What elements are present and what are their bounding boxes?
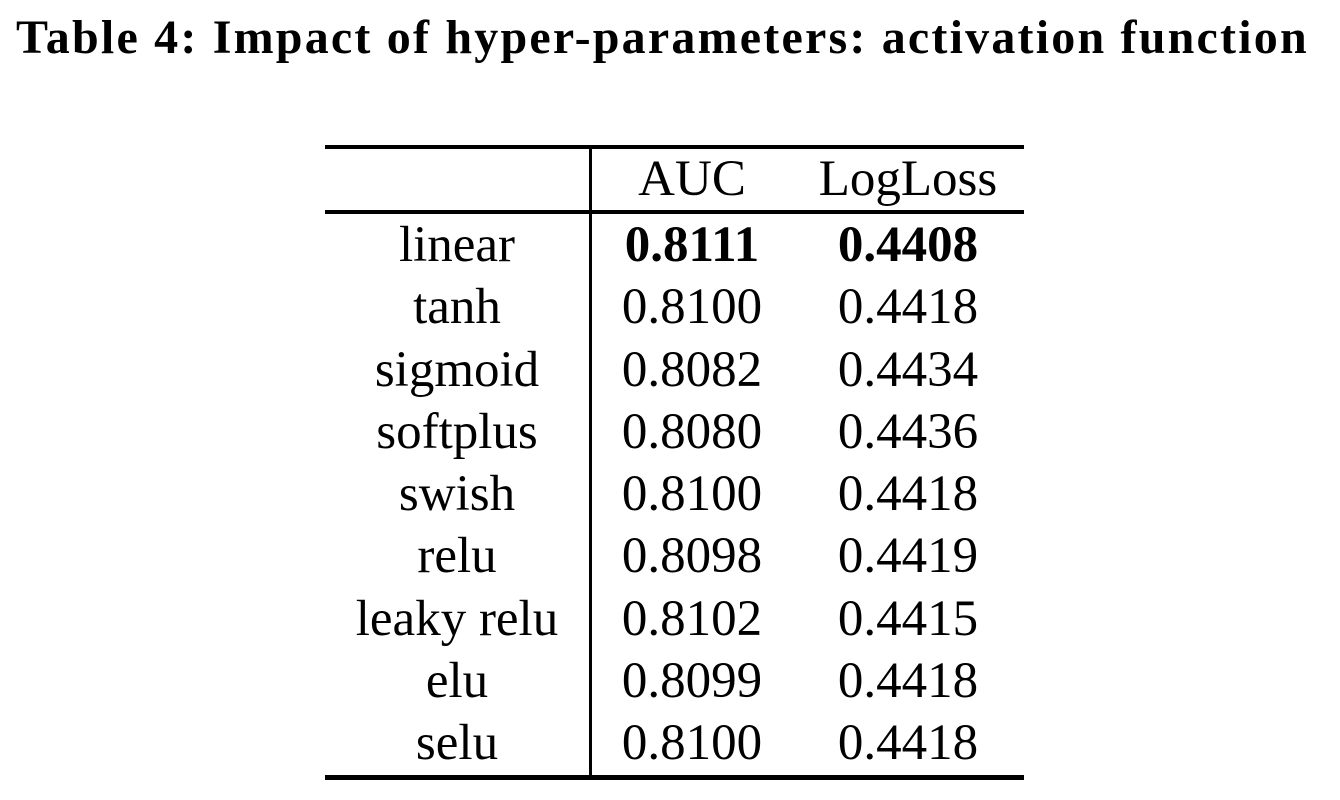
row-label-cell: leaky relu (325, 587, 592, 651)
table-row-sigmoid: sigmoid 0.8082 0.4434 (325, 338, 1024, 401)
table-header-row: AUC LogLoss (325, 149, 1024, 214)
logloss-cell: 0.4434 (837, 341, 979, 398)
auc-cell: 0.8098 (621, 528, 763, 585)
table-row-selu: selu 0.8100 0.4418 (325, 712, 1024, 775)
header-logloss-cell: LogLoss (818, 151, 998, 207)
row-label-cell: sigmoid (325, 338, 592, 401)
logloss-cell: 0.4436 (837, 403, 979, 460)
row-label-cell: softplus (325, 400, 592, 464)
table-row-softplus: softplus 0.8080 0.4436 (325, 400, 1024, 464)
header-auc-cell: AUC (638, 151, 746, 207)
row-label-cell: swish (325, 463, 592, 526)
table-row-leaky-relu: leaky relu 0.8102 0.4415 (325, 587, 1024, 651)
logloss-cell: 0.4408 (837, 217, 979, 273)
auc-cell: 0.8100 (621, 715, 763, 772)
activation-results-table: AUC LogLoss linear 0.8111 0.4408 tanh 0.… (325, 145, 1024, 780)
table-row-swish: swish 0.8100 0.4418 (325, 463, 1024, 526)
auc-cell: 0.8080 (621, 403, 763, 460)
auc-cell: 0.8082 (621, 341, 763, 398)
auc-cell: 0.8100 (621, 279, 763, 336)
row-label-cell: selu (325, 712, 592, 775)
auc-cell: 0.8111 (624, 217, 760, 273)
logloss-cell: 0.4419 (837, 528, 979, 585)
logloss-cell: 0.4418 (837, 466, 979, 523)
row-label-cell: linear (325, 214, 592, 277)
auc-cell: 0.8102 (621, 590, 763, 647)
row-label-cell: elu (325, 650, 592, 713)
table-row-linear: linear 0.8111 0.4408 (325, 214, 1024, 277)
table-row-elu: elu 0.8099 0.4418 (325, 650, 1024, 713)
logloss-cell: 0.4418 (837, 653, 979, 710)
auc-cell: 0.8100 (621, 466, 763, 523)
row-label-cell: relu (325, 525, 592, 588)
logloss-cell: 0.4418 (837, 715, 979, 772)
auc-cell: 0.8099 (621, 653, 763, 710)
logloss-cell: 0.4418 (837, 279, 979, 336)
logloss-cell: 0.4415 (837, 590, 979, 647)
row-label-cell: tanh (325, 276, 592, 339)
table-caption: Table 4: Impact of hyper-parameters: act… (16, 11, 1309, 64)
table-row-tanh: tanh 0.8100 0.4418 (325, 276, 1024, 339)
table-row-relu: relu 0.8098 0.4419 (325, 525, 1024, 588)
header-label-cell (325, 149, 592, 210)
